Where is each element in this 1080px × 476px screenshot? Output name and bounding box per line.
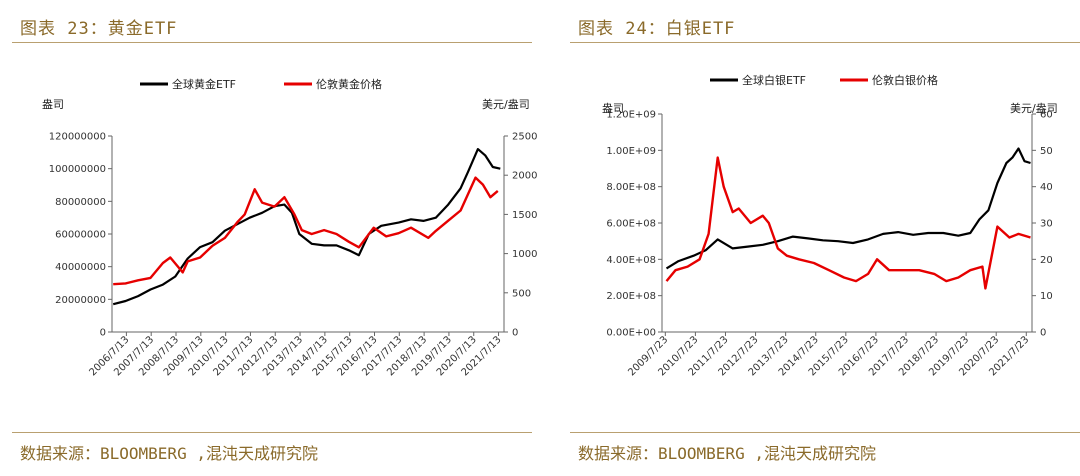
- silver-source-rule: [570, 432, 1080, 433]
- silver-source-note: 数据来源：BLOOMBERG ,混沌天成研究院: [578, 444, 876, 463]
- gold-etf-chart: 0 20000000 40000000 60000000 80000000 1000000…: [42, 77, 537, 378]
- silver-etf-panel: 图表 24：白银ETF 0.00E+00 2.00E+08 4.00E+08 6.00…: [570, 0, 1080, 476]
- y-left-tick-label: 8.00E+08: [606, 182, 656, 193]
- y-right-tick-label: 1000: [512, 249, 537, 260]
- y-right-tick-label: 50: [1040, 146, 1053, 157]
- y-right-tick-label: 500: [512, 288, 531, 299]
- gold-etf-panel: 图表 23：黄金ETF 0 20000000 40000000 60000000 800…: [12, 0, 540, 476]
- y-left-tick-label: 4.00E+08: [606, 255, 656, 266]
- silver-etf-chart: 0.00E+00 2.00E+08 4.00E+08 6.00E+08 8.00E+08…: [602, 73, 1058, 378]
- legend-label: 全球黄金ETF: [172, 77, 236, 91]
- gold-source-rule: [12, 432, 532, 433]
- y-right-tick-label: 60: [1040, 110, 1053, 121]
- y-left-tick-label: 2.00E+08: [606, 291, 656, 302]
- y-right-tick-label: 0: [1040, 328, 1046, 339]
- series-line-etf: [665, 147, 1031, 270]
- gold-figure-title: 图表 23：黄金ETF: [20, 19, 178, 39]
- y-left-tick-label: 6.00E+08: [606, 219, 656, 230]
- y-left-tick-label: 0: [100, 328, 106, 339]
- y-right-axis-label: 美元/盎司: [482, 97, 530, 111]
- y-left-tick-label: 120000000: [49, 132, 106, 143]
- y-right-tick-label: 10: [1040, 291, 1053, 302]
- y-right-tick-label: 20: [1040, 255, 1053, 266]
- y-right-tick-label: 2000: [512, 171, 537, 182]
- y-left-tick-label: 1.00E+09: [606, 146, 656, 157]
- y-left-tick-label: 1.20E+09: [606, 110, 656, 121]
- gold-title-rule: [12, 42, 532, 43]
- y-left-tick-label: 40000000: [55, 262, 106, 273]
- y-left-tick-label: 80000000: [55, 197, 106, 208]
- legend-label: 伦敦黄金价格: [316, 77, 382, 91]
- series-line-price: [665, 156, 1031, 290]
- legend-label: 全球白银ETF: [742, 73, 806, 87]
- y-left-tick-label: 60000000: [55, 230, 106, 241]
- y-left-axis-label: 盎司: [602, 101, 624, 115]
- y-right-tick-label: 40: [1040, 182, 1053, 193]
- series-line-price: [113, 176, 499, 286]
- y-right-tick-label: 2500: [512, 132, 537, 143]
- silver-title-rule: [570, 42, 1080, 43]
- y-right-tick-label: 1500: [512, 210, 537, 221]
- y-left-axis-label: 盎司: [42, 97, 64, 111]
- series-line-etf: [112, 147, 501, 306]
- y-right-axis-label: 美元/盎司: [1010, 101, 1058, 115]
- legend-label: 伦敦白银价格: [872, 73, 938, 87]
- y-left-tick-label: 20000000: [55, 295, 106, 306]
- y-left-tick-label: 100000000: [49, 164, 106, 175]
- y-right-tick-label: 0: [512, 328, 518, 339]
- y-left-tick-label: 0.00E+00: [606, 328, 656, 339]
- y-right-tick-label: 30: [1040, 219, 1053, 230]
- gold-source-note: 数据来源：BLOOMBERG ,混沌天成研究院: [20, 444, 318, 463]
- silver-figure-title: 图表 24：白银ETF: [578, 19, 736, 39]
